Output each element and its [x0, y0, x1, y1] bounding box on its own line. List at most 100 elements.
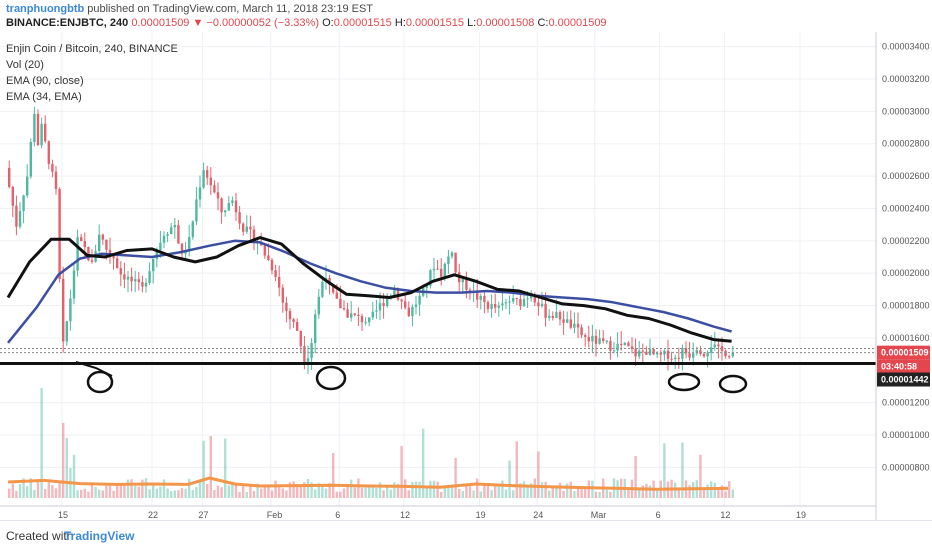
- time-axis[interactable]: 15 22 27 Feb 6 12 19 24 Mar 6 12 19: [58, 510, 806, 520]
- x-tick-label: 24: [533, 510, 543, 520]
- candle-body: [731, 352, 734, 357]
- price-chart[interactable]: Enjin Coin / Bitcoin, 240, BINANCE Vol (…: [0, 32, 932, 520]
- volume-bar: [494, 484, 497, 498]
- author-link[interactable]: tranphuongbtb: [6, 3, 85, 15]
- volume-bar: [353, 487, 356, 498]
- volume-bar: [677, 490, 680, 498]
- candle-body: [180, 243, 184, 254]
- volume-bar: [537, 451, 540, 498]
- candle-body: [206, 170, 209, 178]
- candle-body: [332, 285, 335, 293]
- support-price-tag-bg: [877, 372, 930, 387]
- candle-body: [699, 350, 702, 354]
- volume-bar: [260, 488, 263, 498]
- candle-body: [274, 270, 277, 278]
- candle-body: [202, 170, 205, 188]
- candle-body: [270, 259, 274, 271]
- volume-bar: [15, 490, 18, 498]
- volume-bar: [252, 491, 256, 498]
- legend-item-ema34[interactable]: EMA (34, EMA): [6, 91, 82, 103]
- volume-bar: [152, 484, 155, 498]
- candle-body: [587, 336, 590, 342]
- volume-bar: [245, 491, 248, 498]
- change-arrow-icon: ▼: [192, 17, 204, 29]
- candle-body: [620, 343, 623, 346]
- candle-body: [62, 278, 65, 342]
- volume-bar: [224, 438, 227, 498]
- candle-body: [713, 344, 716, 348]
- candle-body: [144, 282, 148, 287]
- created-with-label: Created with: [6, 529, 74, 543]
- volume-bar: [681, 442, 684, 498]
- volume-bar: [393, 482, 396, 498]
- volume-bar: [530, 483, 533, 498]
- low-value: 0.00001508: [476, 17, 535, 29]
- last-price-tag-bg: [877, 345, 930, 360]
- candle-body: [105, 239, 108, 250]
- candle-body: [378, 303, 382, 311]
- chart-header: tranphuongbtb published on TradingView.c…: [0, 0, 932, 32]
- candle-body: [641, 350, 644, 352]
- volume-bar: [346, 484, 349, 498]
- volume-bar: [497, 484, 500, 498]
- volume-bar: [699, 454, 702, 498]
- candle-body: [238, 212, 241, 224]
- candle-body: [443, 263, 446, 277]
- candle-body: [479, 295, 482, 300]
- candle-body: [724, 350, 727, 357]
- candle-body: [224, 210, 227, 213]
- volume-bar: [231, 484, 234, 498]
- chart-legend: Enjin Coin / Bitcoin, 240, BINANCE Vol (…: [6, 43, 178, 103]
- candle-body: [706, 352, 709, 357]
- x-tick-label: Mar: [591, 510, 607, 520]
- candle-body: [15, 205, 18, 227]
- candle-body: [72, 270, 76, 299]
- candle-body: [335, 292, 338, 299]
- candle-body: [216, 192, 220, 199]
- volume-bar: [188, 478, 191, 498]
- volume-bar: [594, 491, 598, 498]
- candle-body: [33, 113, 36, 143]
- candle-body: [371, 311, 374, 318]
- candle-body: [623, 342, 626, 346]
- volume-bar: [209, 436, 212, 498]
- volume-bar: [112, 490, 115, 498]
- candle-body: [530, 295, 533, 299]
- legend-item-ema90[interactable]: EMA (90, close): [6, 75, 84, 87]
- volume-bar: [166, 488, 169, 498]
- volume-bar: [242, 485, 245, 498]
- volume-bar: [44, 488, 47, 498]
- candle-body: [346, 309, 349, 318]
- candle-body: [501, 303, 504, 306]
- tradingview-logo[interactable]: TradingView: [64, 529, 135, 543]
- symbol-label: BINANCE:ENJBTC, 240: [6, 17, 129, 29]
- volume-bar: [144, 478, 148, 498]
- volume-bar: [90, 485, 94, 498]
- y-tick-label: 0.00000800: [882, 462, 930, 472]
- ohlc-line: BINANCE:ENJBTC, 240 0.00001509 ▼ −0.0000…: [6, 17, 607, 29]
- price-axis[interactable]: 0.00003400 0.00003200 0.00003000 0.00002800…: [882, 42, 930, 473]
- candle-body: [339, 298, 342, 309]
- volume-bar: [551, 487, 554, 498]
- y-tick-label: 0.00002600: [882, 171, 930, 181]
- candle-body: [310, 343, 313, 359]
- low-label: L:: [467, 17, 477, 29]
- x-tick-label: Feb: [267, 510, 283, 520]
- annotation-circle: [315, 365, 347, 391]
- volume-bar: [306, 478, 310, 498]
- volume-bar: [65, 438, 68, 498]
- y-tick-label: 0.00001600: [882, 333, 930, 343]
- candle-body: [555, 312, 558, 318]
- volume-bar: [321, 484, 324, 498]
- candle-body: [148, 271, 151, 283]
- volume-bar: [292, 481, 295, 498]
- volume-bar: [18, 484, 22, 498]
- candle-body: [497, 305, 500, 308]
- volume-bar: [134, 485, 137, 498]
- legend-item-volume[interactable]: Vol (20): [6, 59, 44, 71]
- volume-bar: [155, 488, 158, 498]
- candle-body: [483, 295, 486, 303]
- volume-bar: [270, 490, 274, 498]
- volume-bar: [324, 488, 328, 498]
- candle-body: [576, 323, 580, 328]
